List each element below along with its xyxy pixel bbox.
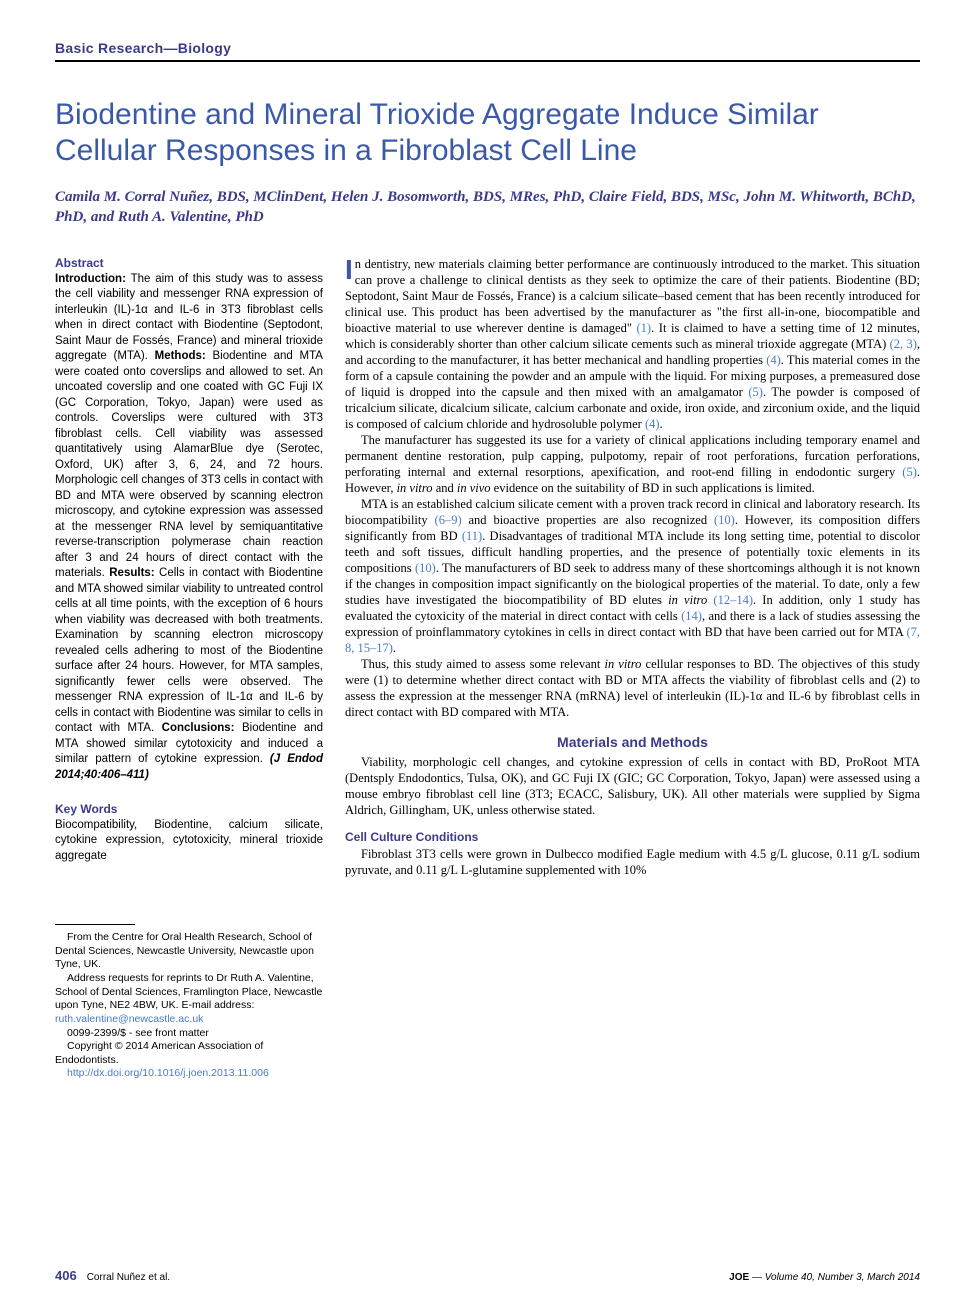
p2-i2: in vivo — [457, 481, 491, 495]
ref-link[interactable]: (6–9) — [435, 513, 462, 527]
footnote-rule — [55, 924, 135, 925]
ref-link[interactable]: (1) — [637, 321, 652, 335]
p2-c2: and — [433, 481, 457, 495]
correspondence-text: Address requests for reprints to Dr Ruth… — [55, 972, 322, 1011]
body-p1: In dentistry, new materials claiming bet… — [345, 256, 920, 432]
abstract-body: Introduction: The aim of this study was … — [55, 272, 323, 784]
email-link[interactable]: ruth.valentine@newcastle.ac.uk — [55, 1013, 203, 1025]
footer-authors: Corral Nuñez et al. — [87, 1272, 170, 1283]
body-p5: Viability, morphologic cell changes, and… — [345, 754, 920, 818]
p1-c5: . — [660, 417, 663, 431]
affiliation: From the Centre for Oral Health Research… — [55, 931, 323, 972]
p2-c3: evidence on the suitability of BD in suc… — [491, 481, 815, 495]
abstract-methods: Biodentine and MTA were coated onto cove… — [55, 350, 323, 579]
abstract-conclusions-label: Conclusions: — [162, 722, 242, 734]
ref-link[interactable]: (4) — [645, 417, 660, 431]
keywords-body: Biocompatibility, Biodentine, calcium si… — [55, 818, 323, 865]
ref-link[interactable]: (2, 3) — [890, 337, 917, 351]
correspondence: Address requests for reprints to Dr Ruth… — [55, 972, 323, 1027]
subsection-heading: Cell Culture Conditions — [345, 830, 920, 844]
abstract-heading: Abstract — [55, 256, 323, 270]
page-footer: 406 Corral Nuñez et al. JOE — Volume 40,… — [55, 1268, 920, 1283]
footer-journal: JOE — [729, 1272, 749, 1283]
author-list: Camila M. Corral Nuñez, BDS, MClinDent, … — [55, 187, 920, 228]
methods-heading: Materials and Methods — [345, 734, 920, 750]
article-title: Biodentine and Mineral Trioxide Aggregat… — [55, 97, 920, 169]
p4-text: Thus, this study aimed to assess some re… — [361, 657, 604, 671]
right-column: In dentistry, new materials claiming bet… — [345, 256, 920, 1082]
copyright-line: Copyright © 2014 American Association of… — [55, 1040, 323, 1067]
ref-link[interactable]: (11) — [462, 529, 482, 543]
abstract-results: Cells in contact with Biodentine and MTA… — [55, 567, 323, 734]
keywords-heading: Key Words — [55, 802, 323, 816]
ref-link[interactable]: (12–14) — [713, 593, 753, 607]
p3-c1: and bioactive properties are also recogn… — [462, 513, 714, 527]
ref-link[interactable]: (10) — [714, 513, 735, 527]
p3-c7: . — [393, 641, 396, 655]
ref-link[interactable]: (5) — [902, 465, 917, 479]
p3-i1: in vitro — [668, 593, 707, 607]
ref-link[interactable]: (4) — [766, 353, 781, 367]
doi-link[interactable]: http://dx.doi.org/10.1016/j.joen.2013.11… — [67, 1067, 269, 1079]
p2-text: The manufacturer has suggested its use f… — [345, 433, 920, 479]
issn-line: 0099-2399/$ - see front matter — [55, 1027, 323, 1041]
ref-link[interactable]: (5) — [748, 385, 763, 399]
abstract-intro: The aim of this study was to assess the … — [55, 273, 323, 363]
body-p4: Thus, this study aimed to assess some re… — [345, 656, 920, 720]
p2-i1: in vitro — [397, 481, 433, 495]
ref-link[interactable]: (14) — [681, 609, 702, 623]
body-p2: The manufacturer has suggested its use f… — [345, 432, 920, 496]
page-number: 406 — [55, 1268, 77, 1283]
body-p3: MTA is an established calcium silicate c… — [345, 496, 920, 656]
keywords-block: Key Words Biocompatibility, Biodentine, … — [55, 802, 323, 865]
dropcap: I — [345, 256, 355, 282]
abstract-results-label: Results: — [109, 567, 159, 579]
doi-line: http://dx.doi.org/10.1016/j.joen.2013.11… — [55, 1067, 323, 1081]
left-column: Abstract Introduction: The aim of this s… — [55, 256, 323, 1082]
abstract-intro-label: Introduction: — [55, 273, 131, 285]
footer-issue: — Volume 40, Number 3, March 2014 — [749, 1272, 920, 1283]
body-p6: Fibroblast 3T3 cells were grown in Dulbe… — [345, 846, 920, 878]
p4-i1: in vitro — [604, 657, 641, 671]
ref-link[interactable]: (10) — [415, 561, 436, 575]
abstract-methods-label: Methods: — [155, 350, 213, 362]
section-header: Basic Research—Biology — [55, 40, 920, 62]
